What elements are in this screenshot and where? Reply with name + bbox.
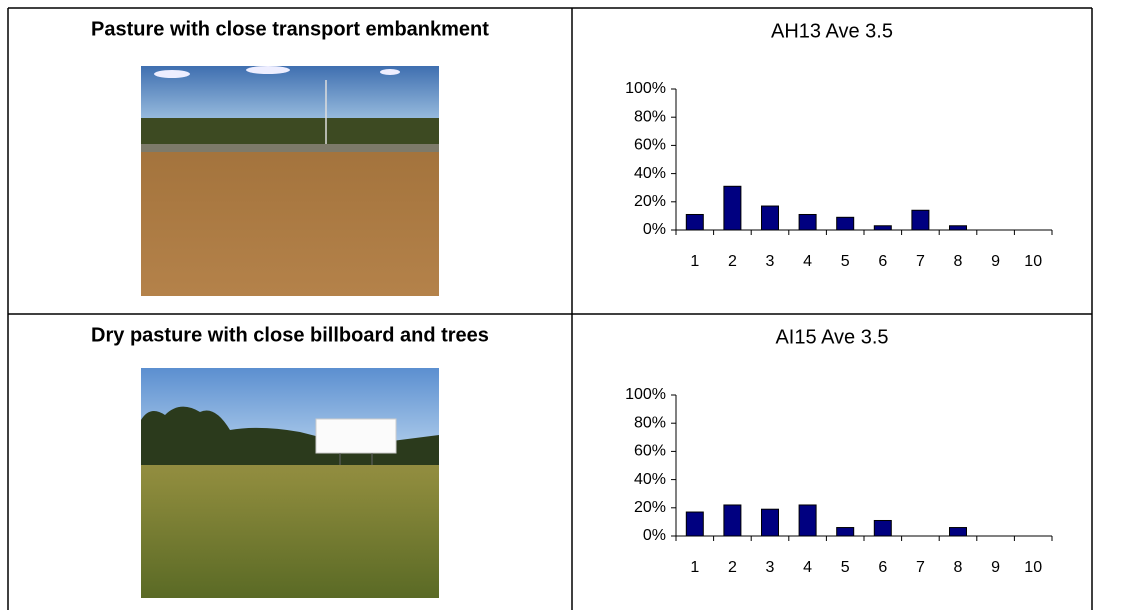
bar: [723, 504, 742, 537]
x-tick-label: 5: [841, 559, 850, 576]
bar: [911, 209, 930, 231]
y-tick-label: 20%: [634, 499, 666, 516]
x-tick-label: 3: [766, 253, 775, 270]
bar: [798, 213, 817, 231]
x-tick-label: 4: [803, 253, 812, 270]
x-tick-label: 3: [766, 559, 775, 576]
y-tick-label: 0%: [643, 527, 666, 544]
x-tick-label: 6: [878, 253, 887, 270]
x-tick-label: 6: [878, 559, 887, 576]
y-tick-label: 40%: [634, 165, 666, 182]
row-heading: Dry pasture with close billboard and tre…: [91, 324, 489, 346]
bar: [685, 213, 704, 231]
bar: [873, 225, 892, 231]
x-tick-label: 1: [690, 253, 699, 270]
bar: [685, 511, 704, 537]
x-tick-label: 8: [954, 559, 963, 576]
x-tick-label: 10: [1024, 559, 1042, 576]
y-tick-label: 80%: [634, 414, 666, 431]
chart-title: AH13 Ave 3.5: [771, 20, 893, 42]
x-tick-label: 1: [690, 559, 699, 576]
x-tick-label: 9: [991, 253, 1000, 270]
x-tick-label: 2: [728, 559, 737, 576]
bar: [949, 225, 967, 231]
x-tick-label: 8: [954, 253, 963, 270]
x-tick-label: 2: [728, 253, 737, 270]
bar: [873, 519, 892, 537]
x-tick-label: 5: [841, 253, 850, 270]
x-tick-label: 7: [916, 559, 925, 576]
x-tick-label: 10: [1024, 253, 1042, 270]
bar: [836, 527, 855, 537]
y-tick-label: 20%: [634, 193, 666, 210]
x-tick-label: 9: [991, 559, 1000, 576]
y-tick-label: 100%: [625, 80, 666, 97]
y-tick-label: 100%: [625, 386, 666, 403]
photo: [141, 368, 439, 598]
x-tick-label: 4: [803, 559, 812, 576]
y-tick-label: 40%: [634, 471, 666, 488]
bar: [836, 216, 855, 231]
y-tick-label: 0%: [643, 221, 666, 238]
bar: [761, 508, 779, 537]
chart-title: AI15 Ave 3.5: [775, 326, 888, 348]
bar: [949, 527, 967, 537]
bar: [723, 185, 742, 231]
x-tick-label: 7: [916, 253, 925, 270]
y-tick-label: 80%: [634, 108, 666, 125]
y-tick-label: 60%: [634, 443, 666, 460]
bar: [798, 504, 817, 537]
y-tick-label: 60%: [634, 137, 666, 154]
table-borders: [7, 7, 1093, 610]
photo: [141, 66, 439, 296]
bar: [761, 205, 779, 231]
row-heading: Pasture with close transport embankment: [91, 18, 489, 40]
